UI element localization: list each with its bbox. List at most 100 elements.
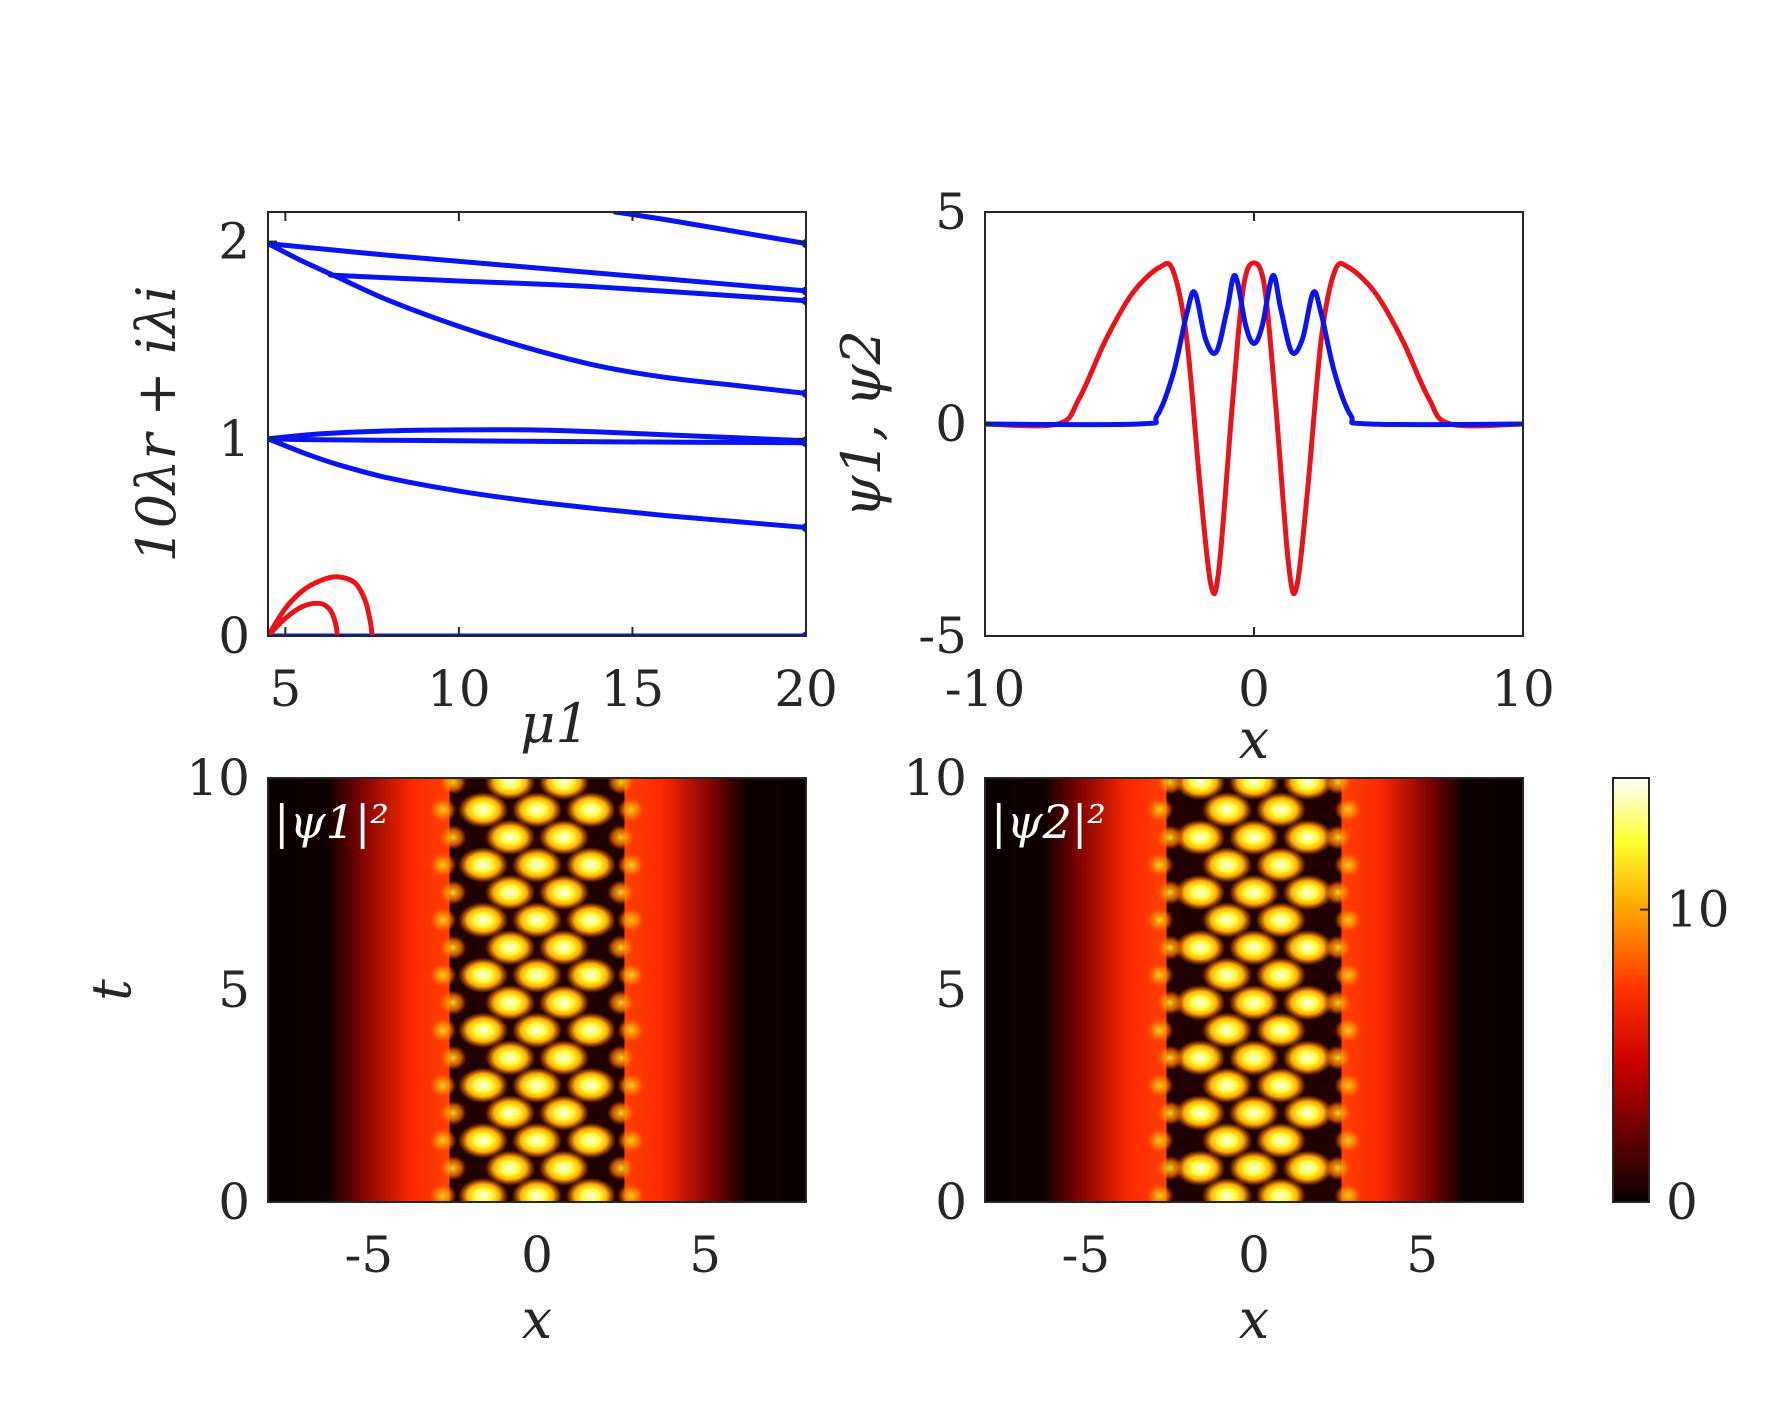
density2-panel: -5 0 5 0 5 10 |ψ2|² x	[903, 715, 1524, 1351]
density-blob	[458, 737, 508, 773]
density-blob	[565, 957, 617, 993]
density-edge-blob	[617, 1017, 646, 1043]
density-edge-blob	[428, 797, 457, 823]
density-blob	[565, 847, 617, 883]
density-edge-blob	[607, 1045, 635, 1071]
density-edge-blob	[1145, 1072, 1174, 1098]
spectrum-branch-end-6	[801, 388, 806, 398]
density-edge-blob	[617, 1072, 646, 1098]
density-edge-blob	[617, 852, 646, 878]
profile-xlabel: x	[1239, 708, 1269, 771]
x-tick-label: 5	[1406, 1226, 1438, 1284]
density-blob	[1255, 847, 1307, 883]
density-edge-blob	[617, 1128, 646, 1153]
density1-xlabel: x	[522, 1288, 552, 1351]
x-tick-label: 10	[427, 660, 491, 718]
colorbar-tick-label: 0	[1666, 1173, 1698, 1231]
density-blob	[484, 1095, 536, 1131]
density-blob	[565, 1122, 617, 1159]
density-blob	[1228, 819, 1280, 856]
density-blob	[1201, 1067, 1253, 1104]
density1-ticks: -5 0 5 0 5 10	[186, 749, 721, 1284]
density-edge-blob	[1324, 990, 1352, 1016]
density-edge-blob	[439, 1100, 467, 1126]
spectrum-branch-end-4	[801, 286, 806, 296]
density-blob	[1201, 1177, 1253, 1202]
density1-panel: -5 0 5 0 5 10 |ψ1|² x t	[80, 737, 807, 1351]
density-edge-blob	[439, 824, 467, 850]
density-edge-blob	[439, 880, 467, 905]
density-blob	[457, 1177, 509, 1202]
density-blob	[1228, 1095, 1280, 1131]
density-edge-blob	[1145, 797, 1174, 823]
density-blob	[566, 1233, 616, 1269]
spectrum-branch-6	[268, 241, 806, 396]
density-blob	[457, 1067, 509, 1104]
density-edge-blob	[1334, 1238, 1362, 1263]
y-tick-label: 5	[935, 183, 967, 241]
density-edge-blob	[1156, 1045, 1184, 1071]
density-edge-blob	[1324, 1155, 1352, 1181]
density-blob	[565, 1177, 617, 1202]
density-blob	[457, 847, 509, 883]
density-blob	[1282, 984, 1334, 1021]
density-blob	[1282, 929, 1334, 966]
density2-panel-label: |ψ2|²	[991, 795, 1106, 849]
density-edge-blob	[1145, 852, 1174, 878]
spectrum-branch-end-3	[801, 523, 806, 533]
density-edge-blob	[428, 1017, 457, 1043]
density-edge-blob	[607, 1211, 635, 1236]
density-edge-blob	[1156, 935, 1184, 961]
density-blob	[1201, 847, 1253, 883]
density-edge-blob	[1324, 715, 1352, 740]
x-tick-label: 0	[521, 1226, 553, 1284]
density-blob	[1201, 902, 1253, 938]
density-edge-blob	[1156, 880, 1184, 905]
density-edge-blob	[1324, 880, 1352, 905]
density-edge-blob	[1324, 935, 1352, 961]
density-edge-blob	[428, 907, 457, 933]
density2-xlabel: x	[1239, 1288, 1269, 1351]
density-edge-blob	[1145, 962, 1174, 988]
density1-axes-box	[267, 777, 807, 1203]
density-edge-blob	[617, 1238, 645, 1263]
spectrum-axes-box	[267, 211, 807, 637]
density-blob	[1255, 1177, 1307, 1202]
density-edge-blob	[1334, 907, 1363, 933]
density-blob	[565, 791, 617, 828]
density-blob	[1255, 957, 1307, 993]
density-edge-blob	[1334, 962, 1363, 988]
density-edge-blob	[1146, 742, 1174, 767]
density-blob	[511, 791, 563, 828]
density-edge-blob	[1156, 824, 1184, 850]
density-edge-blob	[1324, 1045, 1352, 1071]
density-blob	[511, 1177, 563, 1202]
density-edge-blob	[1324, 1211, 1352, 1236]
spectrum-branch-end-5	[801, 296, 806, 306]
density-blob	[538, 929, 590, 966]
y-tick-label: 5	[218, 961, 250, 1019]
density-blob	[1228, 984, 1280, 1021]
density-blob	[484, 874, 536, 911]
density-blob	[457, 1122, 509, 1159]
y-tick-label: 10	[903, 749, 967, 807]
density-edge-blob	[607, 880, 635, 905]
density-edge-blob	[429, 742, 457, 767]
density2-ticks: -5 0 5 0 5 10	[903, 749, 1438, 1284]
density-blob	[1174, 929, 1226, 966]
x-tick-label: 15	[601, 660, 665, 718]
density-blob	[1282, 874, 1334, 911]
density-edge-blob	[1334, 797, 1363, 823]
profile-panel: -10 0 10 -5 0 5 x ψ1, ψ2	[830, 183, 1555, 771]
density-edge-blob	[607, 990, 635, 1016]
density-blob	[1201, 1122, 1253, 1159]
spectrum-xlabel: μ1	[520, 692, 589, 755]
colorbar-ticks: 0 10	[1640, 881, 1730, 1231]
density-blob	[538, 874, 590, 911]
density-edge-blob	[1334, 1183, 1363, 1202]
density-blob	[1282, 1040, 1334, 1076]
colorbar-tick-label: 10	[1666, 881, 1730, 939]
colorbar-gradient	[1613, 778, 1649, 1202]
x-tick-label: 0	[1238, 1226, 1270, 1284]
density-blob	[1282, 778, 1334, 801]
